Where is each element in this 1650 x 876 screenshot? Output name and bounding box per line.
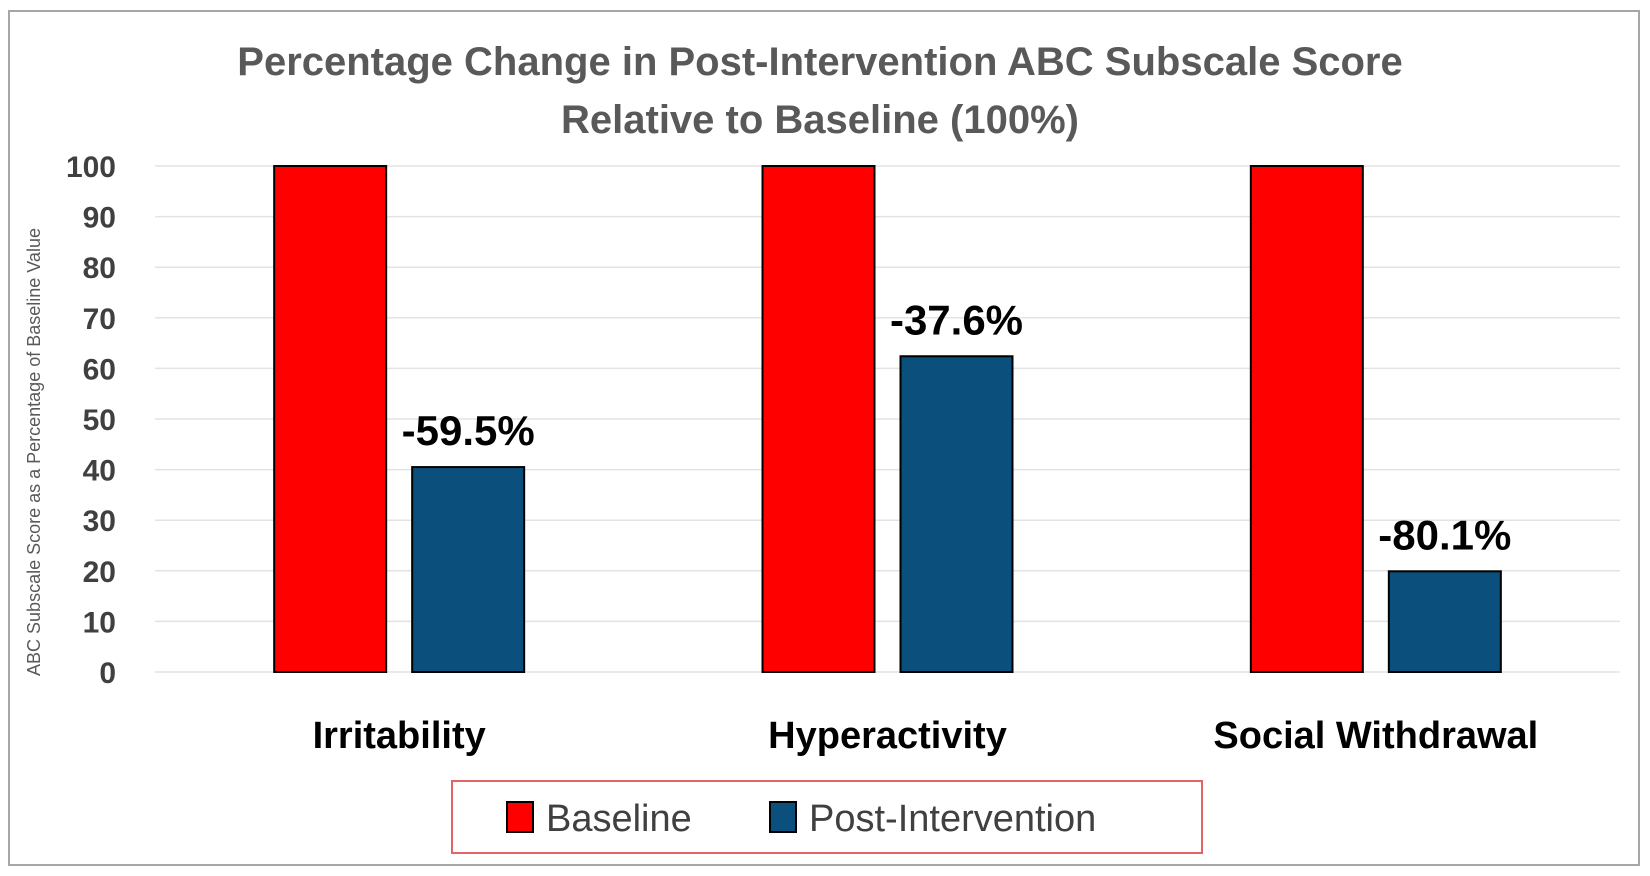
legend-swatch-baseline	[506, 801, 534, 833]
y-tick-label: 90	[83, 202, 116, 235]
data-label: -59.5%	[402, 407, 535, 454]
y-tick-label: 30	[83, 505, 116, 538]
chart-title-line-1: Percentage Change in Post-Intervention A…	[237, 40, 1402, 84]
y-tick-label: 20	[83, 556, 116, 589]
y-tick-label: 40	[83, 455, 116, 488]
bar-baseline-hyperactivity	[761, 165, 876, 673]
bar-baseline-social-withdrawal	[1249, 165, 1364, 673]
category-label: Social Withdrawal	[1213, 715, 1538, 757]
category-label: Hyperactivity	[768, 715, 1007, 757]
y-tick-label: 60	[83, 353, 116, 386]
y-axis-label: ABC Subscale Score as a Percentage of Ba…	[24, 228, 44, 676]
y-tick-label: 0	[99, 657, 116, 690]
legend: Baseline Post-Intervention	[451, 780, 1203, 854]
y-tick-label: 80	[83, 252, 116, 285]
bar-post-intervention-hyperactivity	[899, 355, 1014, 673]
gridlines	[155, 165, 1620, 673]
category-labels: Irritability Hyperactivity Social Withdraw…	[313, 715, 1539, 757]
legend-label-post-intervention: Post-Intervention	[809, 798, 1096, 840]
y-tick-label: 50	[83, 404, 116, 437]
bar-post-intervention-social-withdrawal	[1387, 570, 1502, 674]
y-tick-label: 70	[83, 303, 116, 336]
bar-baseline-irritability	[273, 165, 388, 673]
bar-post-intervention-irritability	[411, 466, 526, 673]
legend-label-baseline: Baseline	[546, 798, 692, 840]
data-label: -80.1%	[1378, 511, 1511, 558]
chart-title-line-2: Relative to Baseline (100%)	[561, 98, 1079, 142]
legend-swatch-post-intervention	[769, 801, 797, 833]
category-label: Irritability	[313, 715, 486, 757]
y-tick-label: 100	[66, 151, 116, 184]
y-axis-ticks: 0 10 20 30 40 50 60 70 80 90 100	[66, 151, 116, 690]
legend-box	[451, 780, 1203, 854]
bars	[273, 165, 1502, 674]
data-labels: -59.5% -37.6% -80.1%	[402, 296, 1512, 558]
data-label: -37.6%	[890, 296, 1023, 343]
y-tick-label: 10	[83, 606, 116, 639]
